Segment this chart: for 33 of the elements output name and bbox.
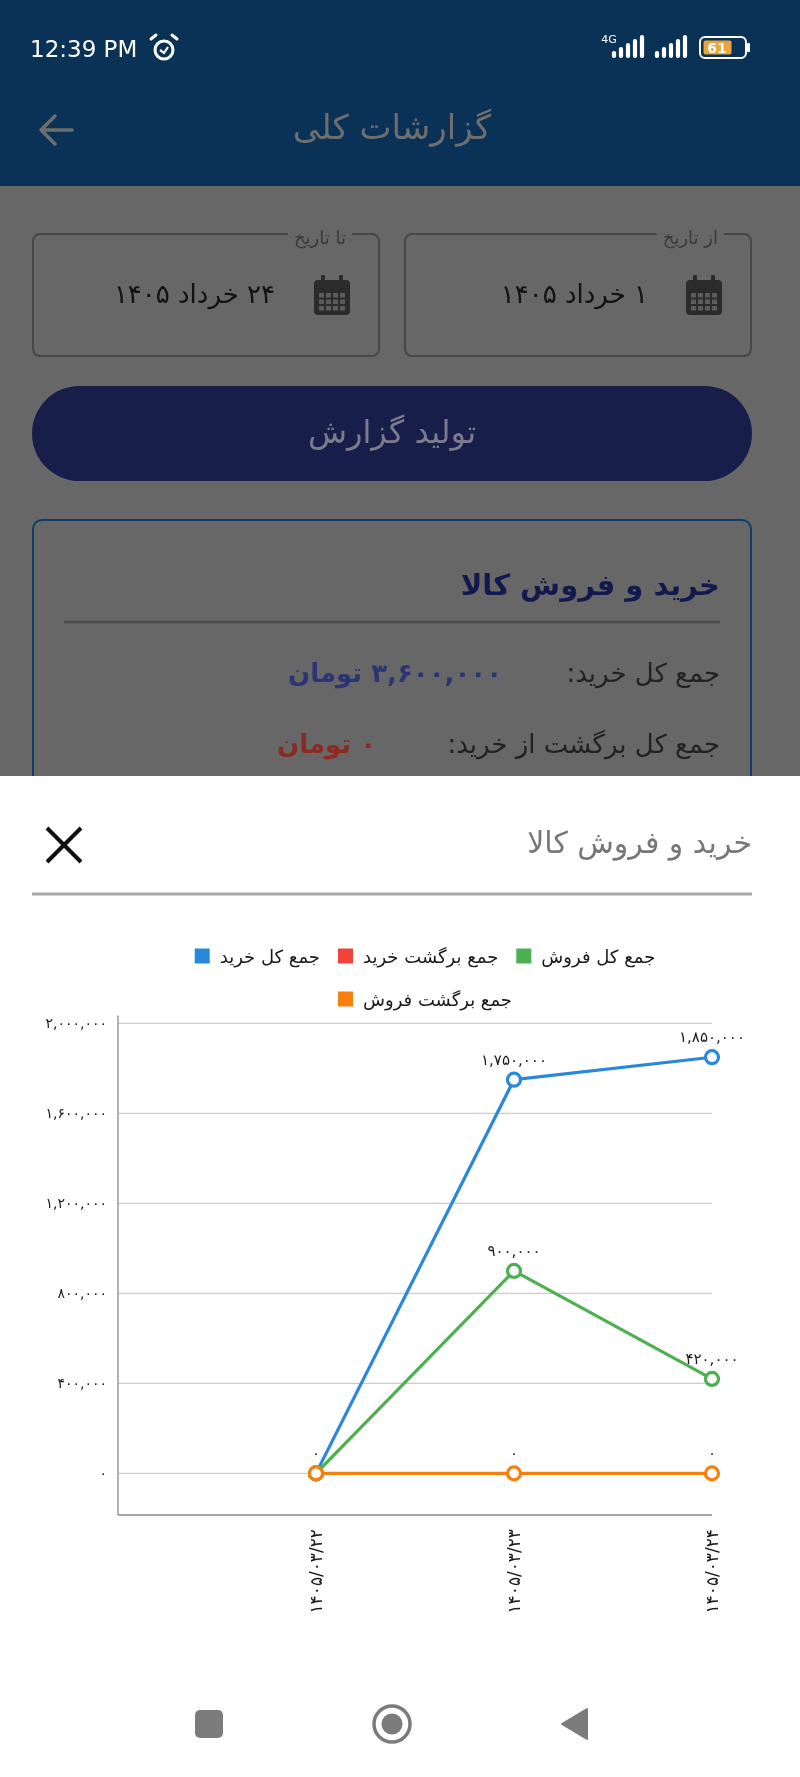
x-tick-label: ۱۴۰۵/۰۳/۲۳ — [504, 1529, 524, 1614]
data-label: ۴۲۰,۰۰۰ — [685, 1349, 739, 1368]
legend-label: جمع برگشت خرید — [362, 945, 499, 968]
legend-label: جمع کل خرید — [219, 945, 320, 968]
text: ۱ خرداد ۱۴۰۵ — [500, 279, 648, 310]
chart-title: خرید و فروش کالا — [527, 824, 752, 861]
y-tick-label: ۰ — [99, 1465, 107, 1482]
data-label: ۹۰۰,۰۰۰ — [487, 1241, 541, 1260]
data-label: ۰ — [707, 1444, 717, 1463]
text: 4G — [601, 32, 617, 46]
y-tick-label: ۸۰۰,۰۰۰ — [57, 1285, 107, 1302]
text: جمع کل خرید: — [566, 658, 720, 689]
text: ۳,۶۰۰,۰۰۰ تومان — [287, 658, 502, 689]
legend-label: جمع برگشت فروش — [362, 988, 513, 1011]
y-tick-label: ۴۰۰,۰۰۰ — [57, 1375, 107, 1392]
x-tick-label: ۱۴۰۵/۰۳/۲۴ — [702, 1529, 722, 1614]
data-label: ۰ — [311, 1444, 321, 1463]
data-label: ۱,۷۵۰,۰۰۰ — [481, 1050, 547, 1069]
legend-label: جمع کل فروش — [541, 945, 656, 968]
y-tick-label: ۱,۶۰۰,۰۰۰ — [45, 1105, 107, 1122]
text: تولید گزارش — [307, 413, 477, 451]
text: ۰ تومان — [276, 729, 376, 760]
text: 61 — [707, 40, 727, 56]
x-tick-label: ۱۴۰۵/۰۳/۲۲ — [306, 1529, 326, 1614]
y-tick-label: ۱,۲۰۰,۰۰۰ — [45, 1195, 107, 1212]
text: جمع کل برگشت از خرید: — [447, 729, 720, 760]
data-label: ۱,۸۵۰,۰۰۰ — [679, 1028, 745, 1047]
text: 12:39 PM — [30, 36, 138, 62]
y-tick-label: ۲,۰۰۰,۰۰۰ — [45, 1015, 107, 1032]
data-label: ۰ — [509, 1444, 519, 1463]
text: گزارشات کلی — [292, 107, 492, 148]
text: ۲۴ خرداد ۱۴۰۵ — [113, 279, 275, 310]
text: خرید و فروش کالا — [460, 568, 720, 602]
